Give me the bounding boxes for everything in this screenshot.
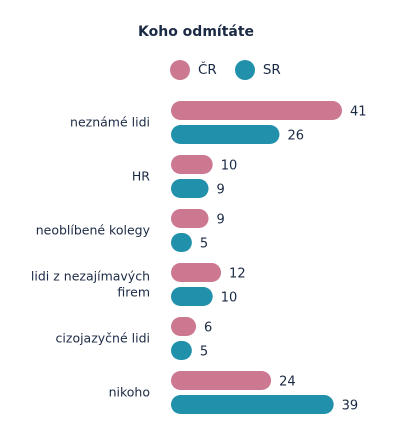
bar-sr-5 bbox=[171, 395, 334, 414]
legend-item-sr: SR bbox=[234, 60, 281, 80]
legend-item-cr: ČR bbox=[170, 60, 217, 80]
category-label: cizojazyčné lidi bbox=[56, 331, 150, 346]
category-label: neoblíbené kolegy bbox=[36, 223, 151, 238]
category-label: neznámé lidi bbox=[70, 115, 150, 130]
bar-čr-1 bbox=[171, 155, 213, 174]
value-label: 5 bbox=[200, 237, 208, 252]
bar-čr-3 bbox=[171, 263, 222, 282]
value-label: 5 bbox=[200, 345, 208, 360]
value-label: 41 bbox=[350, 105, 367, 120]
value-label: 10 bbox=[221, 159, 238, 174]
legend-label-sr: SR bbox=[262, 62, 281, 78]
category-label: HR bbox=[132, 169, 150, 184]
bar-čr-0 bbox=[171, 101, 342, 120]
value-label: 10 bbox=[221, 291, 238, 306]
bar-čr-4 bbox=[171, 317, 197, 336]
legend: ČR SR bbox=[170, 60, 299, 80]
value-label: 9 bbox=[217, 183, 225, 198]
value-label: 24 bbox=[279, 375, 296, 390]
legend-label-cr: ČR bbox=[198, 62, 217, 78]
bar-sr-1 bbox=[171, 179, 209, 198]
category-label: lidi z nezajímavých firem bbox=[31, 269, 150, 300]
bar-sr-2 bbox=[171, 233, 192, 252]
bar-sr-4 bbox=[171, 341, 192, 360]
bar-sr-0 bbox=[171, 125, 280, 144]
value-label: 12 bbox=[229, 267, 246, 282]
bar-sr-3 bbox=[171, 287, 213, 306]
legend-swatch-sr bbox=[234, 60, 255, 80]
bar-čr-5 bbox=[171, 371, 272, 390]
value-label: 9 bbox=[217, 213, 225, 228]
legend-swatch-cr bbox=[170, 60, 190, 80]
value-label: 39 bbox=[342, 399, 359, 414]
value-label: 26 bbox=[287, 129, 304, 144]
value-label: 6 bbox=[204, 321, 212, 336]
category-label: nikoho bbox=[109, 385, 150, 400]
bar-čr-2 bbox=[171, 209, 209, 228]
chart-title: Koho odmítáte bbox=[138, 24, 255, 40]
